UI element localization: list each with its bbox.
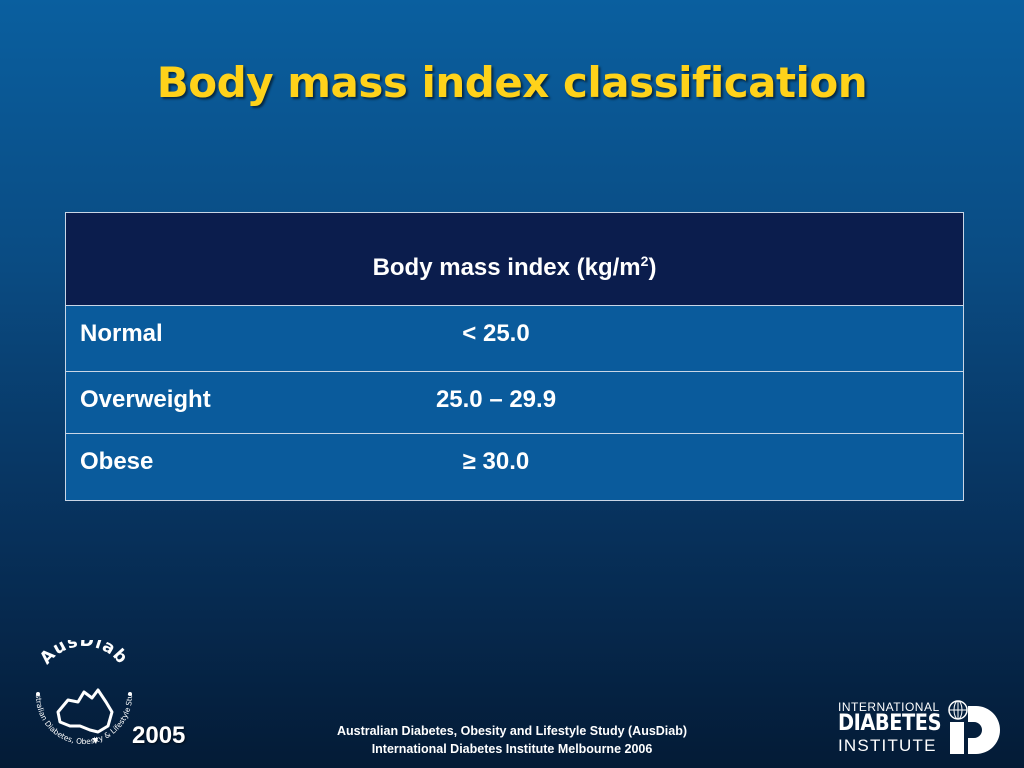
- row-category: Normal: [80, 320, 163, 347]
- year-label: 2005: [132, 722, 186, 749]
- bmi-classification-table: Body mass index (kg/m2) Normal < 25.0 Ov…: [65, 212, 964, 501]
- ausdiab-logo: AusDiab Australian Diabetes, Obesity & L…: [25, 631, 140, 758]
- row-value: < 25.0: [462, 320, 530, 347]
- table-header: Body mass index (kg/m2): [66, 213, 963, 306]
- idi-line-3: INSTITUTE: [838, 736, 937, 755]
- idi-logo: INTERNATIONAL DIABETES INSTITUTE: [838, 698, 1004, 758]
- table-row: Obese ≥ 30.0: [66, 434, 963, 500]
- idi-line-2: DIABETES: [838, 711, 942, 736]
- row-value: ≥ 30.0: [462, 448, 530, 475]
- table-header-label: Body mass index (kg/m2): [372, 252, 657, 281]
- slide-title: Body mass index classification: [156, 58, 868, 107]
- globe-i-icon: [948, 700, 1000, 754]
- svg-text:AusDiab: AusDiab: [36, 640, 132, 669]
- table-row: Overweight 25.0 – 29.9: [66, 372, 963, 434]
- header-superscript: 2: [640, 252, 649, 269]
- row-category: Obese: [80, 448, 154, 475]
- row-category: Overweight: [80, 386, 211, 413]
- footer-credits: Australian Diabetes, Obesity and Lifesty…: [300, 722, 724, 758]
- row-value: 25.0 – 29.9: [435, 386, 557, 413]
- idi-line-1: INTERNATIONAL: [838, 700, 940, 714]
- ausdiab-logo-graphic: AusDiab Australian Diabetes, Obesity & L…: [25, 631, 134, 746]
- footer-line-2: International Diabetes Institute Melbour…: [371, 742, 653, 756]
- footer-line-1: Australian Diabetes, Obesity and Lifesty…: [336, 724, 688, 738]
- table-row: Normal < 25.0: [66, 306, 963, 372]
- ausdiab-name: AusDiab: [36, 631, 131, 669]
